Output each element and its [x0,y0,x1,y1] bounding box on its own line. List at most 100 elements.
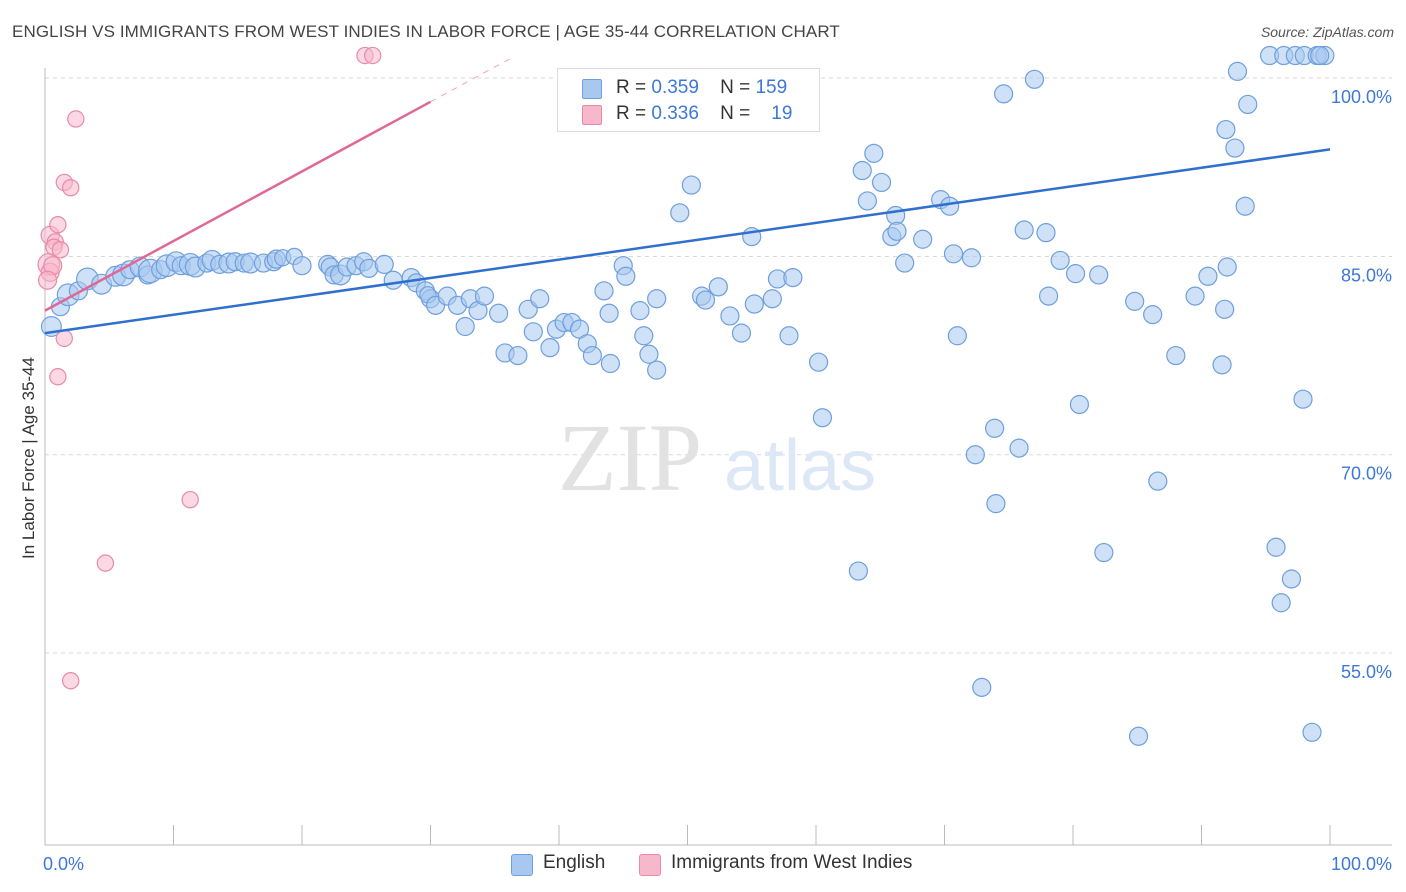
west-indies-swatch [582,105,602,125]
english-point [600,353,621,374]
english-point [1310,45,1330,66]
english-point [1148,471,1168,491]
english-point [695,290,716,310]
west-indies-point [55,329,73,348]
english-point [783,267,803,288]
english-point [1266,537,1286,557]
correlation-legend: R = 0.359 N = 159 R = 0.336 N = 19 [557,68,820,132]
english-point [1089,265,1109,285]
x-tick-label-min: 0.0% [43,854,84,874]
english-point [762,289,782,309]
english-point [455,316,475,337]
source-note: Source: ZipAtlas.com [1260,24,1394,40]
english-point [947,326,967,346]
english-point [647,360,667,380]
english-point [744,294,764,314]
english-point [986,494,1006,514]
english-point [1065,264,1086,284]
english-point [812,408,833,428]
english-point [886,205,906,226]
west-indies-point [49,216,67,234]
english-point [1225,138,1245,158]
english-point [647,289,667,309]
english-swatch [582,79,602,99]
english-point [616,266,636,286]
english-point [913,229,933,249]
y-tick-label: 70.0% [1341,464,1392,484]
west-indies-point [49,368,67,386]
english-point [670,203,690,223]
english-point [1198,266,1218,286]
y-tick-label: 100.0% [1331,87,1392,107]
english-point [994,84,1014,104]
trend-lines [44,56,1331,335]
english-point [540,338,560,358]
english-swatch [511,854,533,876]
english-point [1009,438,1029,458]
west-indies-point [67,110,85,128]
english-point [1125,291,1145,311]
english-point [895,253,915,273]
west-indies-point [61,672,80,690]
english-point [630,301,650,321]
english-point [1014,220,1034,240]
series-legend: English Immigrants from West Indies [0,852,1406,878]
english-point [1238,94,1258,115]
watermark-atlas: atlas [724,426,876,506]
english-point [871,172,892,193]
legend-label-west-indies: Immigrants from West Indies [671,852,913,873]
english-point [1094,542,1114,563]
english-point [940,196,960,216]
english-point [720,306,740,326]
english-point [1271,593,1291,613]
english-point [779,326,799,346]
x-tick-label-max: 100.0% [1331,854,1392,874]
english-point [582,345,603,366]
english-point [1036,223,1056,243]
y-tick-label: 55.0% [1341,662,1392,682]
west-indies-trend-line [44,100,432,312]
english-point [985,418,1005,438]
y-tick-label: 85.0% [1341,265,1392,285]
english-point [972,677,992,697]
english-point [887,221,907,241]
english-point [961,248,982,268]
english-point [1024,69,1045,89]
english-point [292,256,312,276]
watermark-zip: ZIP [558,404,702,511]
english-point [1069,394,1090,415]
english-point [508,345,528,366]
english-point [594,281,614,301]
west-indies-swatch [639,854,661,876]
english-point [599,303,619,323]
r-value-west-indies: 0.336 [651,103,699,124]
english-point [864,143,884,163]
english-point [1227,61,1248,81]
west-indies-point [363,46,382,65]
chart-title: ENGLISH VS IMMIGRANTS FROM WEST INDIES I… [12,22,840,41]
english-point [1185,286,1205,306]
english-point [852,160,872,181]
english-point [1166,345,1186,366]
y-axis-label: In Labor Force | Age 35-44 [19,357,38,559]
tick-labels: 100.0% 85.0% 70.0% 55.0% 0.0% 100.0% [43,87,1392,874]
english-point [943,244,964,264]
english-point [1215,299,1235,319]
english-point [708,277,728,297]
zipatlas-watermark: ZIP atlas [558,404,876,511]
n-value-english: 159 [755,77,788,98]
english-point [523,322,543,342]
n-label: N = [720,77,751,98]
r-value-english: 0.359 [651,77,699,98]
west-indies-point [37,270,58,290]
legend-label-english: English [543,852,606,873]
english-point [374,254,394,274]
english-point [1212,355,1232,375]
english-point [1050,250,1070,271]
english-trend-line [44,148,1331,335]
english-point [474,286,495,306]
english-point [681,175,701,195]
n-value-west-indies: 19 [771,103,793,124]
english-point [808,352,829,372]
